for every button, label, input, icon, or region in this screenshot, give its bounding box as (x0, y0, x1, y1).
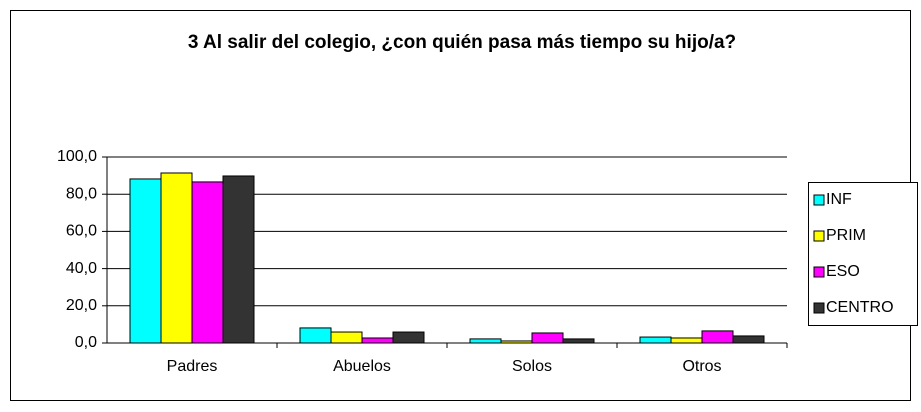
y-tick-label: 80,0 (66, 185, 97, 202)
bar (531, 332, 564, 344)
bar (732, 335, 765, 344)
bar (299, 327, 332, 344)
legend-swatch (813, 266, 825, 278)
x-tick-label: Otros (682, 358, 721, 375)
bar (500, 340, 533, 344)
bar (639, 336, 672, 344)
legend-swatch (813, 302, 825, 314)
bar (392, 331, 425, 344)
y-tick-label: 20,0 (66, 297, 97, 314)
y-tick-label: 40,0 (66, 260, 97, 277)
legend-swatch (813, 194, 825, 206)
bar (562, 338, 595, 344)
bar (701, 330, 734, 344)
x-tick-label: Solos (512, 358, 552, 375)
legend-label: PRIM (826, 227, 866, 244)
y-tick-label: 100,0 (57, 148, 97, 165)
bar (361, 337, 394, 344)
bar (160, 172, 193, 344)
bar (330, 331, 363, 344)
bar (469, 338, 502, 344)
x-tick-label: Abuelos (333, 358, 391, 375)
bar (670, 337, 703, 344)
y-tick-label: 0,0 (75, 334, 97, 351)
legend-label: ESO (826, 263, 860, 280)
legend-label: CENTRO (826, 299, 894, 316)
bar (191, 181, 224, 344)
legend-swatch (813, 230, 825, 242)
bar (129, 178, 162, 344)
bar (222, 175, 255, 344)
legend-box (808, 182, 918, 326)
legend-label: INF (826, 191, 852, 208)
chart-title: 3 Al salir del colegio, ¿con quién pasa … (187, 32, 737, 53)
y-tick-label: 60,0 (66, 223, 97, 240)
x-tick-label: Padres (167, 358, 218, 375)
